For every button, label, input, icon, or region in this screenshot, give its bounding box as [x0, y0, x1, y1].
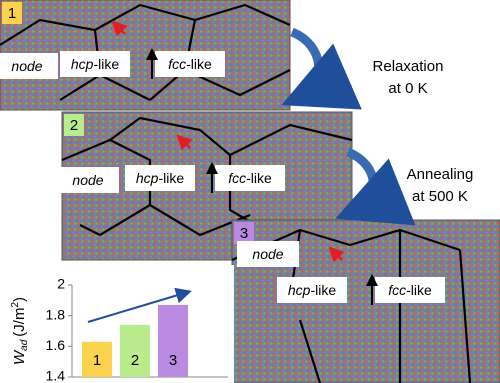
- y-label-sub: ad: [19, 339, 30, 351]
- step-text: Relaxation: [373, 58, 444, 75]
- label-italic: node: [252, 246, 283, 262]
- region-label-box: [0, 53, 58, 79]
- y-tick-label: 1.4: [46, 368, 66, 383]
- y-label-sup: 2: [10, 302, 21, 308]
- label-plain: -like: [93, 56, 119, 72]
- label-italic: fcc: [168, 56, 186, 72]
- y-tick-label: 1.8: [46, 306, 66, 322]
- region-label-box: [60, 51, 130, 77]
- bar-category-label: 2: [131, 352, 139, 369]
- region-label: node: [252, 246, 283, 262]
- panel-number-box: [234, 222, 254, 244]
- label-plain: -like: [310, 282, 336, 298]
- label-plain: -like: [158, 170, 184, 186]
- y-tick-label: 1.6: [46, 337, 66, 353]
- bar: [120, 324, 150, 377]
- burgers-arrow: [111, 20, 128, 37]
- y-label-close: ): [11, 297, 28, 302]
- region-label-box: [57, 167, 119, 193]
- panel-number-box: [64, 114, 84, 136]
- label-plain: -like: [246, 170, 272, 186]
- step-text: at 0 K: [388, 80, 427, 97]
- panel-number: 1: [8, 5, 16, 22]
- burgers-arrow: [176, 134, 193, 151]
- burgers-arrow: [328, 246, 345, 263]
- y-tick-label: 2: [57, 276, 65, 292]
- y-axis-label: Wad (J/m2): [10, 297, 30, 365]
- panel-number: 2: [70, 117, 78, 134]
- region-label-box: [237, 241, 299, 267]
- region-label-box: [155, 51, 225, 77]
- grain-boundaries: [61, 116, 353, 246]
- bar: [158, 304, 188, 377]
- region-label: fcc-like: [168, 56, 212, 72]
- panel-number: 3: [240, 225, 248, 242]
- label-plain: -like: [186, 56, 212, 72]
- label-italic: node: [11, 58, 42, 74]
- region-label: fcc-like: [388, 282, 432, 298]
- region-label: hcp-like: [288, 282, 336, 298]
- label-italic: hcp: [71, 56, 94, 72]
- label-italic: fcc: [228, 170, 246, 186]
- region-label: fcc-like: [228, 170, 272, 186]
- label-italic: hcp: [288, 282, 311, 298]
- label-italic: node: [72, 172, 103, 188]
- panel-number-box: [2, 2, 22, 24]
- steps: Relaxation at 0 K Annealing at 500 K: [373, 58, 474, 205]
- label-plain: -like: [406, 282, 432, 298]
- region-label-box: [277, 277, 347, 303]
- chart-background: [0, 265, 234, 383]
- region-label: node: [72, 172, 103, 188]
- region-label: hcp-like: [71, 56, 119, 72]
- bar-category-label: 1: [93, 352, 101, 369]
- grain-boundaries: [0, 3, 291, 101]
- step-text: at 500 K: [412, 188, 468, 205]
- region-label-box: [215, 165, 285, 191]
- bar-category-label: 3: [169, 352, 177, 369]
- region-label-box: [125, 165, 195, 191]
- label-italic: fcc: [388, 282, 406, 298]
- region-label-box: [375, 277, 445, 303]
- region-label: node: [11, 58, 42, 74]
- y-label-unit: (J/m: [11, 308, 28, 337]
- label-italic: hcp: [136, 170, 159, 186]
- bar: [82, 341, 112, 377]
- region-label: hcp-like: [136, 170, 184, 186]
- step-text: Annealing: [407, 166, 474, 183]
- y-label-main: W: [11, 349, 28, 365]
- trend-arrow: [87, 287, 192, 323]
- process-arrows: [281, 27, 416, 226]
